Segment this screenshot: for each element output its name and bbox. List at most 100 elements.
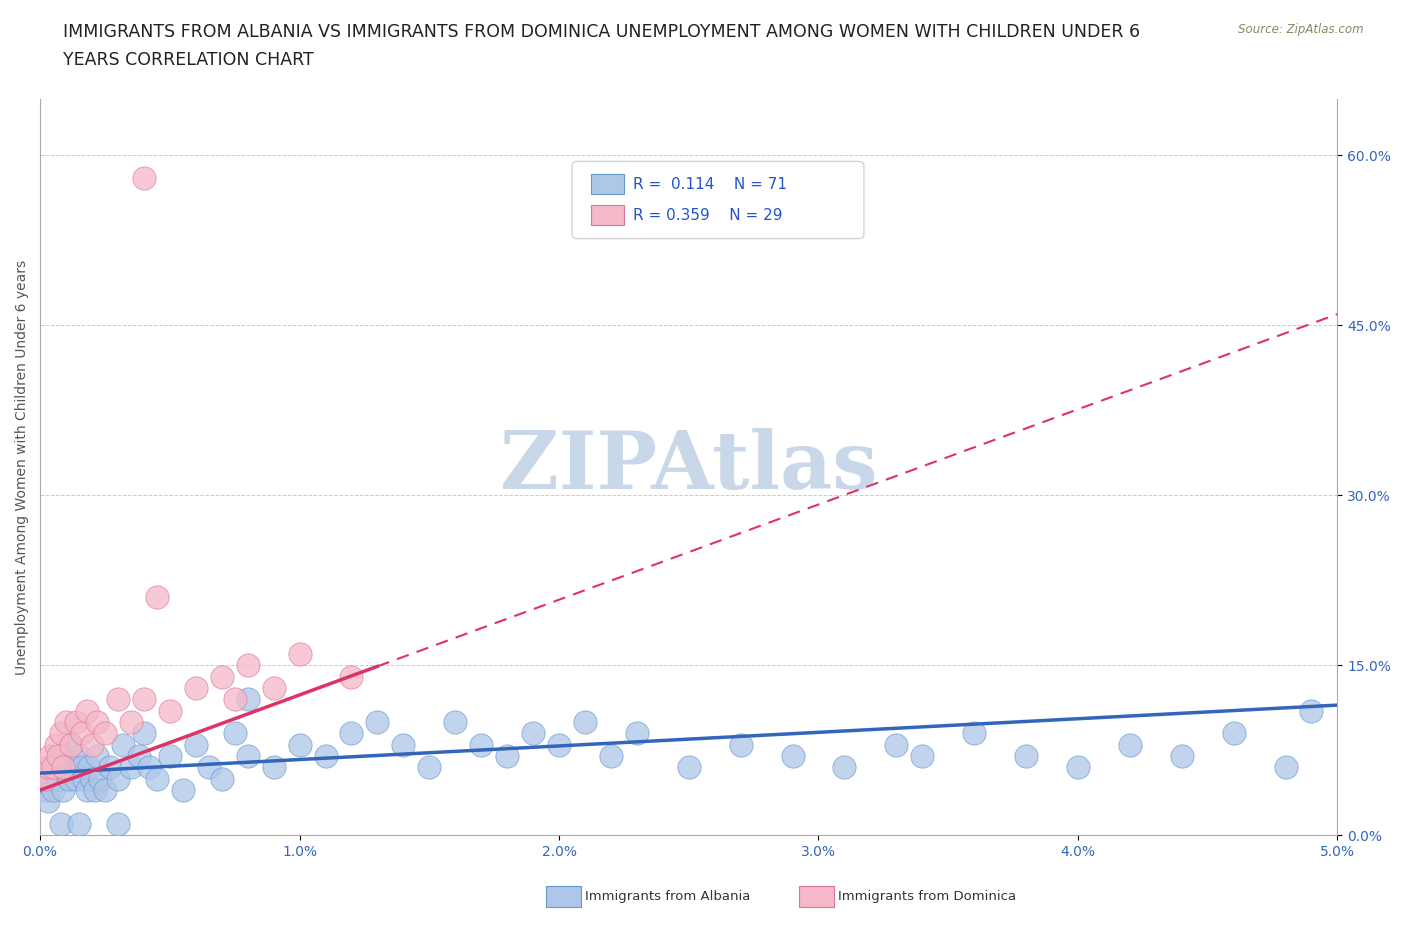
Point: [39, 749, 62, 764]
Point: [911, 749, 934, 764]
Point: [263, 760, 285, 775]
Point: [65, 714, 87, 729]
Point: [49, 749, 72, 764]
Point: [128, 749, 150, 764]
Point: [184, 681, 207, 696]
Point: [172, 783, 194, 798]
Text: Source: ZipAtlas.com: Source: ZipAtlas.com: [1239, 23, 1364, 36]
Point: [224, 726, 246, 741]
Point: [263, 681, 285, 696]
Point: [782, 749, 804, 764]
Point: [86, 714, 108, 729]
Point: [89, 771, 111, 786]
Point: [288, 646, 311, 661]
Point: [1015, 749, 1038, 764]
Point: [55, 714, 77, 729]
Point: [236, 658, 259, 673]
Point: [37, 794, 59, 809]
Point: [600, 749, 623, 764]
Point: [39, 771, 62, 786]
Point: [107, 771, 129, 786]
Point: [49, 817, 72, 831]
Point: [67, 749, 90, 764]
Point: [146, 771, 169, 786]
Point: [366, 714, 388, 729]
Point: [98, 760, 121, 775]
Point: [120, 760, 142, 775]
Point: [444, 714, 467, 729]
Point: [79, 760, 101, 775]
Point: [236, 749, 259, 764]
Point: [132, 170, 155, 185]
Point: [37, 760, 59, 775]
Text: YEARS CORRELATION CHART: YEARS CORRELATION CHART: [63, 51, 314, 69]
Point: [1119, 737, 1142, 752]
Point: [63, 760, 86, 775]
Point: [1301, 703, 1323, 718]
Point: [626, 726, 648, 741]
Point: [224, 692, 246, 707]
Point: [107, 817, 129, 831]
Point: [574, 714, 596, 729]
Y-axis label: Unemployment Among Women with Children Under 6 years: Unemployment Among Women with Children U…: [15, 259, 30, 674]
Point: [138, 760, 160, 775]
Point: [70, 726, 93, 741]
Point: [83, 783, 105, 798]
Point: [834, 760, 856, 775]
Point: [94, 783, 117, 798]
Point: [548, 737, 571, 752]
Point: [60, 737, 83, 752]
Point: [146, 590, 169, 604]
Point: [52, 760, 75, 775]
Point: [65, 771, 87, 786]
Point: [197, 760, 219, 775]
Point: [60, 737, 83, 752]
Point: [67, 817, 90, 831]
Point: [340, 670, 363, 684]
Point: [522, 726, 544, 741]
Point: [58, 771, 80, 786]
Point: [70, 760, 93, 775]
Point: [496, 749, 519, 764]
Point: [963, 726, 986, 741]
Point: [46, 749, 69, 764]
Point: [76, 783, 98, 798]
Point: [55, 760, 77, 775]
Text: R =  0.114    N = 71: R = 0.114 N = 71: [633, 178, 787, 193]
Point: [211, 771, 233, 786]
Point: [112, 737, 135, 752]
Point: [86, 749, 108, 764]
Point: [52, 783, 75, 798]
Point: [132, 692, 155, 707]
Point: [184, 737, 207, 752]
FancyBboxPatch shape: [592, 205, 624, 225]
Point: [392, 737, 415, 752]
Point: [49, 726, 72, 741]
Text: Immigrants from Dominica: Immigrants from Dominica: [838, 890, 1017, 903]
Point: [120, 714, 142, 729]
Text: ZIPAtlas: ZIPAtlas: [501, 428, 877, 506]
Point: [46, 771, 69, 786]
Point: [211, 670, 233, 684]
Point: [340, 726, 363, 741]
Point: [1274, 760, 1296, 775]
Point: [42, 760, 65, 775]
Point: [80, 737, 103, 752]
Point: [34, 771, 56, 786]
Point: [42, 783, 65, 798]
Point: [159, 703, 181, 718]
Point: [418, 760, 440, 775]
Point: [80, 771, 103, 786]
Point: [730, 737, 752, 752]
Point: [76, 703, 98, 718]
Point: [1067, 760, 1090, 775]
Point: [45, 737, 67, 752]
Point: [159, 749, 181, 764]
Point: [884, 737, 907, 752]
Point: [470, 737, 492, 752]
Point: [132, 726, 155, 741]
FancyBboxPatch shape: [572, 161, 863, 239]
Point: [73, 771, 96, 786]
FancyBboxPatch shape: [592, 174, 624, 194]
Point: [288, 737, 311, 752]
